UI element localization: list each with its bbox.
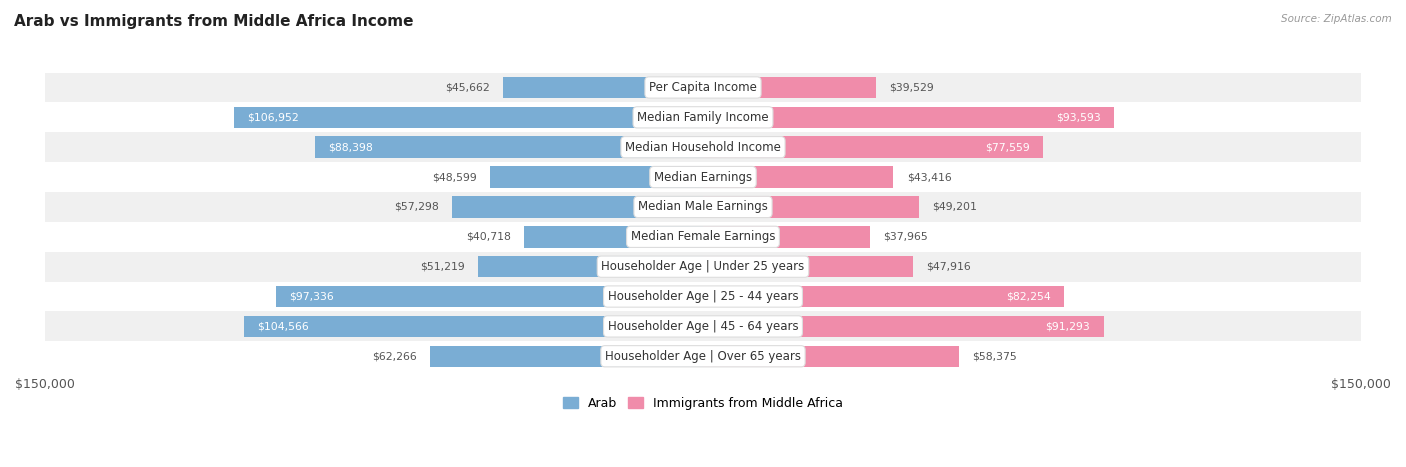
Text: Householder Age | Under 25 years: Householder Age | Under 25 years: [602, 260, 804, 273]
Bar: [45, 132, 1361, 162]
Text: $45,662: $45,662: [444, 83, 489, 92]
Bar: [276, 286, 703, 307]
Text: $58,375: $58,375: [973, 351, 1017, 361]
Text: $88,398: $88,398: [329, 142, 373, 152]
Text: $104,566: $104,566: [257, 321, 309, 332]
Text: $40,718: $40,718: [467, 232, 512, 242]
Bar: [430, 346, 703, 367]
Bar: [703, 166, 893, 188]
Text: $49,201: $49,201: [932, 202, 977, 212]
Text: $57,298: $57,298: [394, 202, 439, 212]
Text: $39,529: $39,529: [890, 83, 935, 92]
Bar: [703, 77, 876, 98]
Text: $93,593: $93,593: [1056, 113, 1101, 122]
Bar: [45, 192, 1361, 222]
Text: Arab vs Immigrants from Middle Africa Income: Arab vs Immigrants from Middle Africa In…: [14, 14, 413, 29]
Bar: [703, 256, 914, 277]
Text: $48,599: $48,599: [432, 172, 477, 182]
Bar: [703, 196, 920, 218]
Bar: [703, 286, 1064, 307]
Bar: [45, 311, 1361, 341]
Bar: [45, 282, 1361, 311]
Bar: [45, 72, 1361, 102]
Text: $82,254: $82,254: [1005, 291, 1050, 302]
Bar: [45, 341, 1361, 371]
Text: Householder Age | 45 - 64 years: Householder Age | 45 - 64 years: [607, 320, 799, 333]
Text: Source: ZipAtlas.com: Source: ZipAtlas.com: [1281, 14, 1392, 24]
Bar: [524, 226, 703, 248]
Text: Median Female Earnings: Median Female Earnings: [631, 230, 775, 243]
Bar: [478, 256, 703, 277]
Text: $43,416: $43,416: [907, 172, 952, 182]
Bar: [233, 106, 703, 128]
Bar: [45, 162, 1361, 192]
Text: $77,559: $77,559: [986, 142, 1031, 152]
Bar: [45, 102, 1361, 132]
Text: Median Household Income: Median Household Income: [626, 141, 780, 154]
Text: Median Family Income: Median Family Income: [637, 111, 769, 124]
Text: $106,952: $106,952: [247, 113, 298, 122]
Bar: [703, 106, 1114, 128]
Text: $47,916: $47,916: [927, 262, 972, 272]
Bar: [489, 166, 703, 188]
Text: $91,293: $91,293: [1046, 321, 1090, 332]
Bar: [451, 196, 703, 218]
Text: Median Earnings: Median Earnings: [654, 170, 752, 184]
Bar: [703, 136, 1043, 158]
Text: Per Capita Income: Per Capita Income: [650, 81, 756, 94]
Bar: [503, 77, 703, 98]
Bar: [45, 222, 1361, 252]
Text: $97,336: $97,336: [290, 291, 333, 302]
Bar: [703, 346, 959, 367]
Legend: Arab, Immigrants from Middle Africa: Arab, Immigrants from Middle Africa: [558, 392, 848, 415]
Bar: [45, 252, 1361, 282]
Bar: [315, 136, 703, 158]
Bar: [245, 316, 703, 337]
Bar: [703, 316, 1104, 337]
Text: Householder Age | Over 65 years: Householder Age | Over 65 years: [605, 350, 801, 363]
Text: $51,219: $51,219: [420, 262, 465, 272]
Text: $37,965: $37,965: [883, 232, 928, 242]
Bar: [703, 226, 869, 248]
Text: Householder Age | 25 - 44 years: Householder Age | 25 - 44 years: [607, 290, 799, 303]
Text: Median Male Earnings: Median Male Earnings: [638, 200, 768, 213]
Text: $62,266: $62,266: [373, 351, 416, 361]
